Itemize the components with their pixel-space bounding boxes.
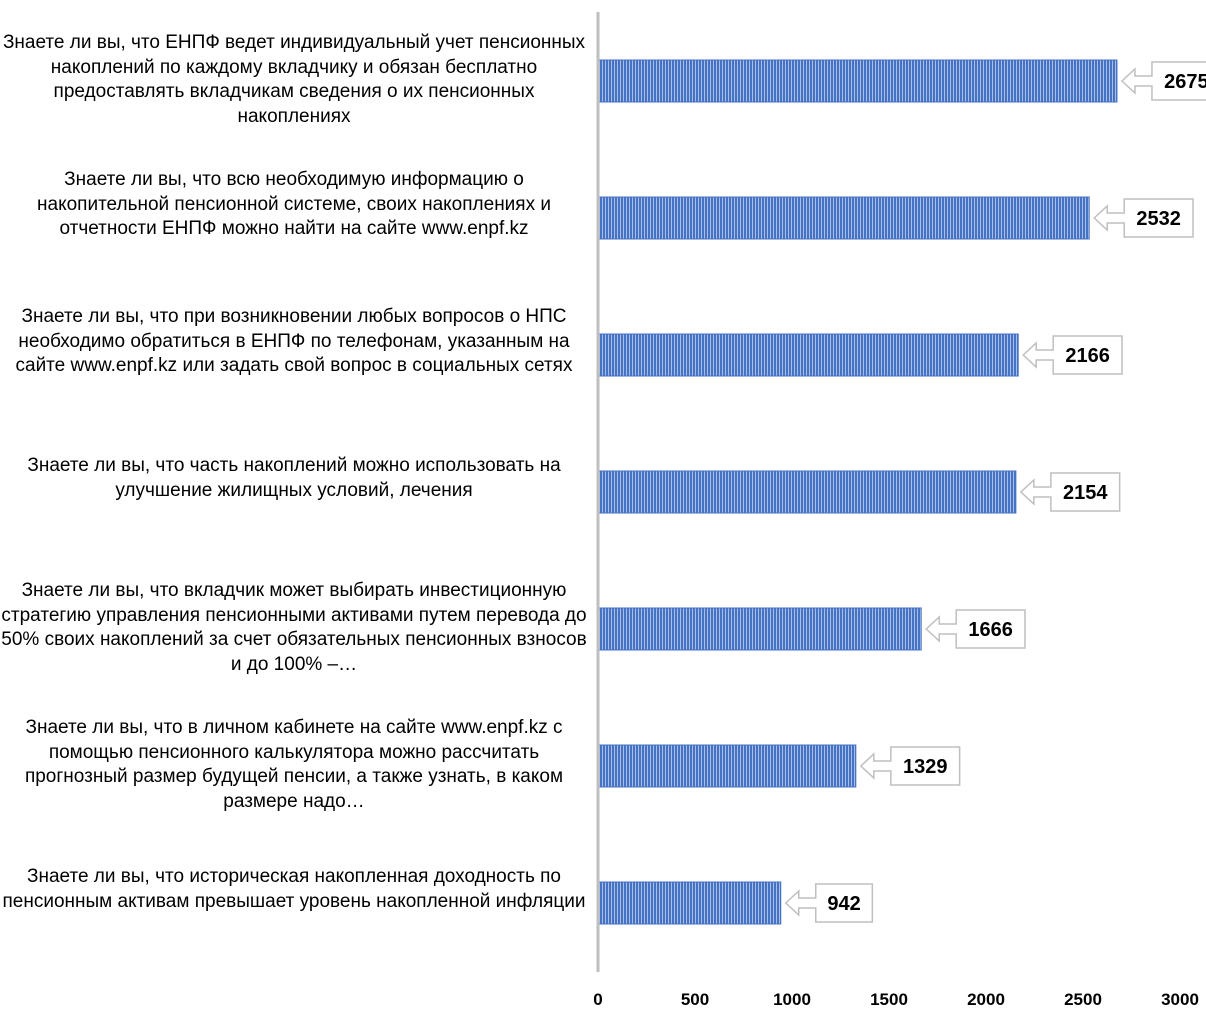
bar (598, 744, 857, 788)
x-tick-label: 0 (593, 990, 602, 1009)
x-axis-tick-labels: 0 500 1000 1500 2000 2500 3000 (593, 990, 1199, 1009)
category-label: Знаете ли вы, что ЕНПФ ведет индивидуаль… (2, 32, 586, 127)
data-label-callout (1022, 335, 1123, 375)
data-label: 2166 (1065, 345, 1110, 367)
bar (598, 607, 922, 651)
x-tick-label: 2500 (1064, 990, 1102, 1009)
data-label-callout (1093, 198, 1194, 238)
x-tick-label: 2000 (967, 990, 1005, 1009)
bar (598, 470, 1017, 514)
category-label: Знаете ли вы, что в личном кабинете на с… (24, 717, 564, 812)
bars-layer (598, 59, 1118, 925)
category-label: Знаете ли вы, что историческая накопленн… (2, 866, 586, 912)
data-label: 1329 (903, 756, 948, 778)
x-tick-label: 1500 (870, 990, 908, 1009)
x-tick-label: 3000 (1161, 990, 1199, 1009)
x-tick-label: 500 (681, 990, 709, 1009)
bar (598, 59, 1118, 103)
callouts-layer: 2675 2532 2166 2154 1666 1329 942 (784, 61, 1206, 923)
category-label: Знаете ли вы, что всю необходимую информ… (37, 169, 551, 239)
bar (598, 881, 782, 925)
data-label: 1666 (968, 619, 1013, 641)
data-label-callout (859, 746, 961, 786)
bar (598, 196, 1090, 240)
bar (598, 333, 1019, 377)
data-label: 2532 (1136, 208, 1181, 230)
data-label-callout (1120, 61, 1206, 101)
data-label: 2675 (1164, 71, 1206, 93)
category-label: Знаете ли вы, что при возникновении любы… (15, 306, 573, 376)
category-label: Знаете ли вы, что вкладчик может выбират… (1, 580, 587, 675)
x-tick-label: 1000 (773, 990, 811, 1009)
data-label: 2154 (1063, 482, 1108, 504)
data-label: 942 (827, 893, 860, 915)
category-label: Знаете ли вы, что часть накоплений можно… (27, 455, 561, 501)
data-label-callout (784, 883, 874, 923)
data-label-callout (1019, 472, 1121, 512)
data-label-callout (925, 609, 1026, 649)
